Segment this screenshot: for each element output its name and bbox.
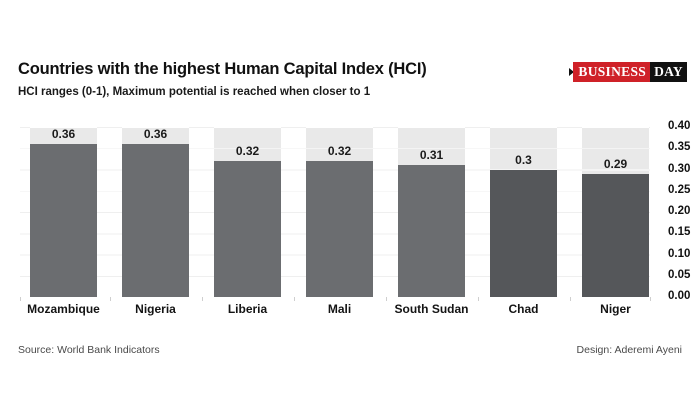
x-axis-label: Mozambique (27, 302, 100, 316)
y-axis-label: 0.15 (668, 226, 691, 239)
x-axis-tick (569, 297, 571, 301)
chart-title: Countries with the highest Human Capital… (18, 60, 427, 78)
bar-value-label: 0.32 (327, 144, 352, 158)
bar (306, 161, 373, 297)
bar-value-label: 0.36 (51, 127, 76, 141)
bar-value-label: 0.31 (419, 148, 444, 163)
x-axis-tick (20, 297, 21, 301)
bar-column: 0.36 (122, 127, 189, 297)
bar-value-label: 0.3 (515, 152, 532, 167)
logo-business-segment: BUSINESS (573, 62, 651, 82)
bar-column: 0.31 (398, 127, 465, 297)
y-axis: 0.40 0.35 0.30 0.25 0.20 0.15 0.10 0.05 0.00 (650, 120, 700, 302)
chart-header: Countries with the highest Human Capital… (18, 60, 682, 98)
bar-chart: 0.36 Mozambique 0.36 Nigeria 0.32 Liberia 0.32… (20, 120, 690, 317)
x-axis-label: South Sudan (394, 302, 469, 316)
plot-area: 0.36 Mozambique 0.36 Nigeria 0.32 Liberia 0.32… (20, 127, 651, 316)
x-axis-tick (477, 297, 479, 301)
x-axis-label: Chad (508, 302, 539, 316)
x-axis-label: Liberia (227, 302, 268, 316)
x-axis-tick (201, 297, 203, 301)
bar-value-label: 0.36 (143, 127, 168, 141)
x-axis-tick (650, 297, 651, 301)
x-axis-label: Nigeria (135, 302, 176, 316)
logo-arrow-icon (569, 68, 575, 76)
logo-day-segment: DAY (650, 62, 687, 82)
y-axis-label: 0.30 (668, 162, 691, 175)
x-axis-tick (385, 297, 387, 301)
bar-value-label: 0.29 (603, 156, 628, 171)
bar-value-label: 0.32 (235, 144, 260, 158)
bar (582, 173, 649, 297)
bar-column: 0.3 (490, 127, 557, 297)
bar-column: 0.32 (306, 127, 373, 297)
source-note: Source: World Bank Indicators (18, 344, 160, 356)
bar-column: 0.32 (214, 127, 281, 297)
y-axis-label: 0.00 (668, 290, 691, 302)
bar (122, 144, 189, 297)
y-axis-label: 0.25 (668, 183, 691, 196)
bar (30, 144, 97, 297)
x-axis-label: Niger (600, 302, 631, 316)
bar (214, 161, 281, 297)
x-axis-tick (293, 297, 295, 301)
y-axis-label: 0.10 (668, 247, 691, 260)
design-credit: Design: Aderemi Ayeni (576, 344, 682, 356)
y-axis-label: 0.20 (668, 205, 691, 217)
y-axis-label: 0.05 (668, 268, 691, 281)
x-axis-tick (109, 297, 111, 301)
chart-subtitle: HCI ranges (0-1), Maximum potential is r… (18, 86, 371, 98)
x-axis-label: Mali (327, 302, 352, 316)
bar-column: 0.29 (582, 127, 649, 297)
bar-column: 0.36 (30, 127, 97, 297)
bar (398, 165, 465, 297)
y-axis-label: 0.35 (668, 141, 691, 154)
bar (490, 169, 557, 297)
y-axis-label: 0.40 (668, 120, 691, 132)
businessday-logo: BUSINESS DAY (569, 62, 687, 82)
chart-footer: Source: World Bank Indicators Design: Ad… (18, 344, 682, 356)
